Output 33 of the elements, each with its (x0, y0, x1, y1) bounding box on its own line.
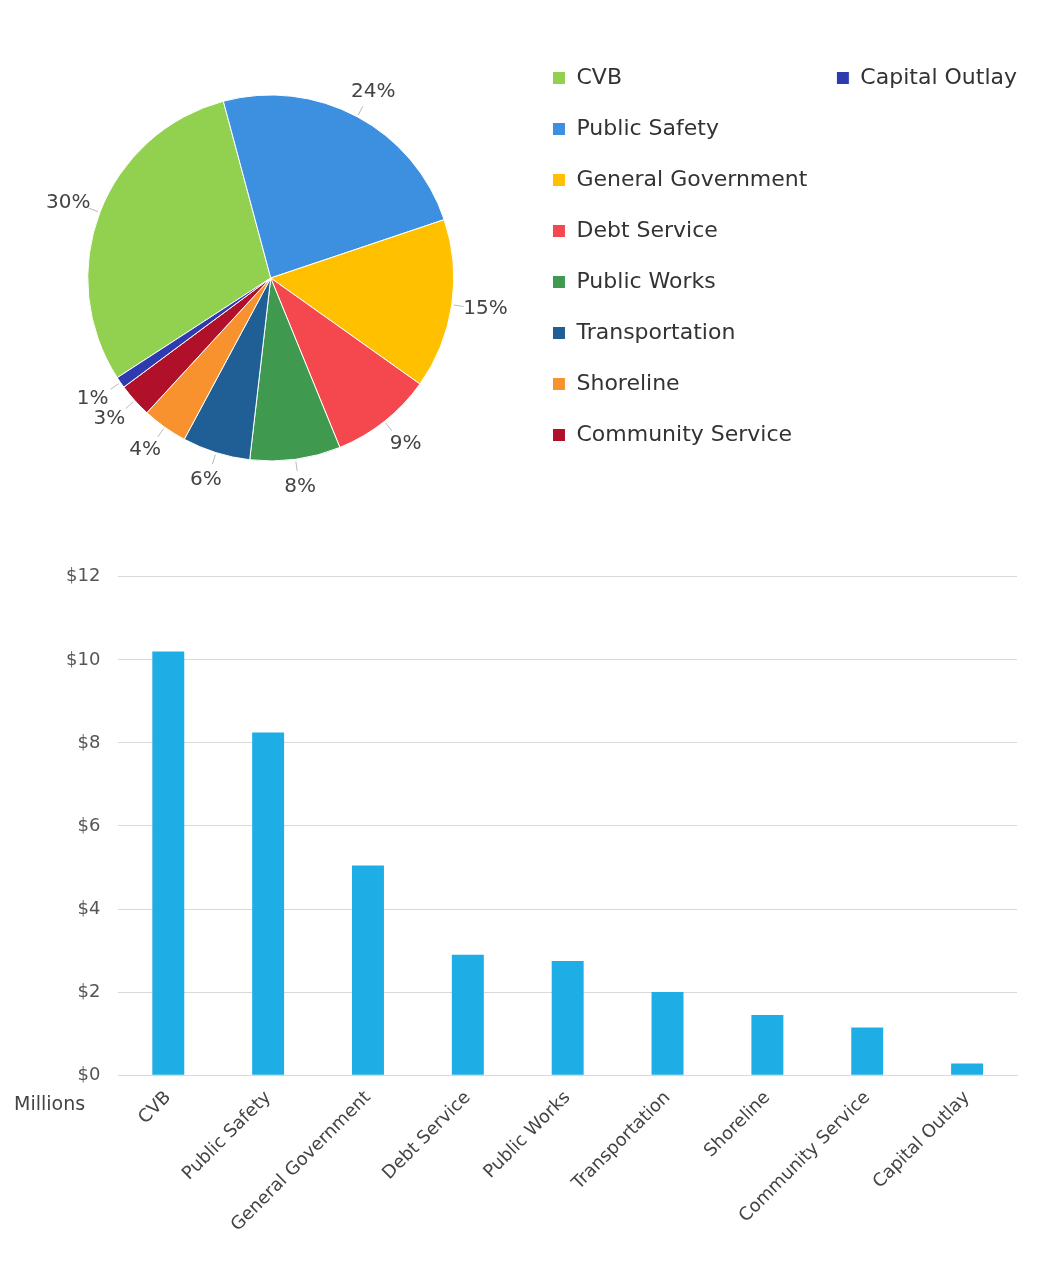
bar (152, 651, 185, 1075)
bar (551, 960, 584, 1075)
y-tick-label: $6 (77, 813, 101, 835)
bar (951, 1063, 984, 1075)
y-tick-label: $2 (77, 979, 101, 1001)
data-label: 9% (389, 429, 422, 454)
y-tick-label: $0 (77, 1062, 101, 1084)
data-label: 4% (129, 436, 161, 461)
bar (751, 1014, 784, 1075)
y-tick-label: $12 (66, 564, 101, 586)
legend-label: Capital Outlay (860, 63, 1018, 89)
bar (451, 954, 484, 1075)
y-tick-label: $8 (77, 730, 101, 752)
bar (851, 1027, 884, 1075)
legend-label: CVB (576, 63, 622, 89)
data-label: 8% (284, 473, 317, 498)
bar (252, 732, 285, 1075)
legend-label: Public Safety (576, 114, 719, 140)
bar (352, 865, 384, 1075)
data-label: 15% (463, 295, 508, 320)
data-label: 30% (45, 188, 91, 213)
legend-label: Shoreline (576, 369, 680, 395)
y-tick-label: $10 (66, 647, 101, 669)
data-label: 24% (351, 78, 396, 103)
legend-label: General Government (576, 165, 808, 191)
y-axis-title: Millions (14, 1091, 86, 1114)
legend-label: Debt Service (576, 216, 718, 242)
data-label: 6% (189, 465, 222, 490)
y-tick-label: $4 (77, 896, 101, 918)
bar (651, 992, 684, 1075)
legend-label: Public Works (576, 267, 716, 293)
legend-label: Community Service (576, 420, 793, 446)
legend-label: Transportation (575, 318, 736, 344)
